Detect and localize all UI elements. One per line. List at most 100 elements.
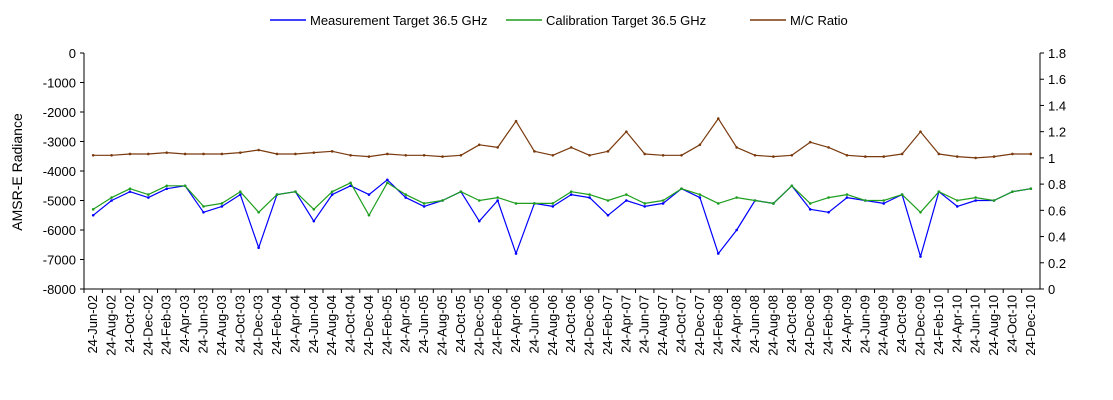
data-point [330,150,334,153]
data-point [680,187,683,190]
data-point [514,252,518,255]
data-point [1029,152,1033,156]
data-point [606,199,610,202]
data-point [312,208,316,211]
x-tick-label: 24-Apr-09 [839,295,854,353]
data-point [551,205,555,208]
data-point [220,202,224,205]
data-point [367,213,371,217]
x-tick-label: 24-Oct-02 [122,295,137,353]
x-tick-label: 24-Dec-09 [913,295,928,356]
x-tick-label: 24-Aug-09 [876,295,891,356]
x-tick-label: 24-Feb-09 [821,295,836,355]
series-2 [91,117,1033,160]
series-line-1 [92,182,1031,216]
x-tick-label: 24-Apr-04 [287,295,302,353]
x-tick-label: 24-Jun-09 [857,295,872,354]
data-point [588,193,591,196]
legend: Measurement Target 36.5 GHz Calibration T… [270,13,848,28]
legend-label: Measurement Target 36.5 GHz [310,13,488,28]
data-point [459,190,463,193]
data-point [919,255,922,258]
data-point [386,181,389,185]
series-line-0 [92,179,1031,258]
data-point [790,153,794,157]
data-point [827,146,830,149]
x-tick-label: 24-Feb-10 [931,295,946,355]
data-point [625,130,628,133]
data-point [606,213,610,217]
data-point [128,152,132,156]
data-point [937,152,941,156]
data-point [349,181,352,185]
data-point [661,199,665,202]
x-tick-label: 24-Jun-08 [747,295,762,354]
data-point [238,190,242,193]
data-point [294,190,297,193]
x-tick-label: 24-Dec-03 [251,295,266,356]
data-point [955,155,959,158]
series-line-2 [93,117,1031,159]
x-tick-label: 24-Dec-04 [361,295,376,356]
x-axis: 24-Jun-02 24-Aug-02 24-Oct-02 24-Dec-02 24-F… [83,289,1038,356]
x-tick-label: 24-Aug-06 [545,295,560,356]
data-point [974,156,977,160]
y-tick-label: -6000 [43,223,76,238]
data-point [698,196,702,199]
data-point [790,184,794,188]
data-point [643,152,647,156]
data-point [441,155,444,158]
y2-tick-label: 0.6 [1048,203,1066,218]
x-tick-label: 24-Dec-08 [802,295,817,356]
x-tick-label: 24-Oct-09 [894,295,909,353]
data-point [919,211,922,214]
series-1 [91,181,1033,217]
x-tick-label: 24-Feb-06 [490,295,505,355]
data-point [183,152,187,156]
data-point [551,202,555,205]
data-point [404,153,408,157]
y-tick-label: -8000 [43,282,76,297]
data-point [992,199,996,202]
data-point [955,199,959,202]
y2-tick-label: 1.6 [1048,72,1066,87]
y2-tick-label: 0.4 [1048,230,1066,245]
y-tick-label: -3000 [43,135,76,150]
x-tick-label: 24-Feb-08 [710,295,725,355]
data-point [1011,152,1014,156]
data-point [588,153,591,157]
data-point [514,202,518,205]
data-point [845,153,849,157]
x-tick-label: 24-Jun-07 [637,295,652,354]
data-point [845,193,849,196]
data-point [386,178,389,182]
data-point [514,119,518,123]
data-point [275,193,279,196]
y-tick-label: -7000 [43,253,76,268]
data-point [441,199,444,202]
x-tick-label: 24-Feb-04 [269,295,284,355]
x-tick-label: 24-Aug-04 [324,295,339,356]
data-point [367,193,371,196]
data-point [91,208,95,211]
data-point [533,150,536,153]
x-tick-label: 24-Oct-10 [1004,295,1019,353]
data-point [165,187,169,190]
data-point [753,199,757,202]
x-tick-label: 24-Aug-02 [104,295,119,356]
data-point [643,205,647,208]
x-tick-label: 24-Dec-06 [582,295,597,356]
data-point [294,152,297,156]
data-point [165,151,169,154]
y-axis-right: 1.8 1.6 1.4 1.2 1 0.8 0.6 0.4 0.2 0 [1040,46,1066,297]
legend-item: M/C Ratio [750,13,848,28]
data-point [477,219,481,223]
data-point [147,193,150,196]
data-point [569,190,573,193]
x-tick-label: 24-Apr-05 [398,295,413,353]
x-tick-label: 24-Jun-06 [526,295,541,354]
data-point [91,213,95,217]
data-point [422,153,426,157]
data-point [974,196,977,199]
